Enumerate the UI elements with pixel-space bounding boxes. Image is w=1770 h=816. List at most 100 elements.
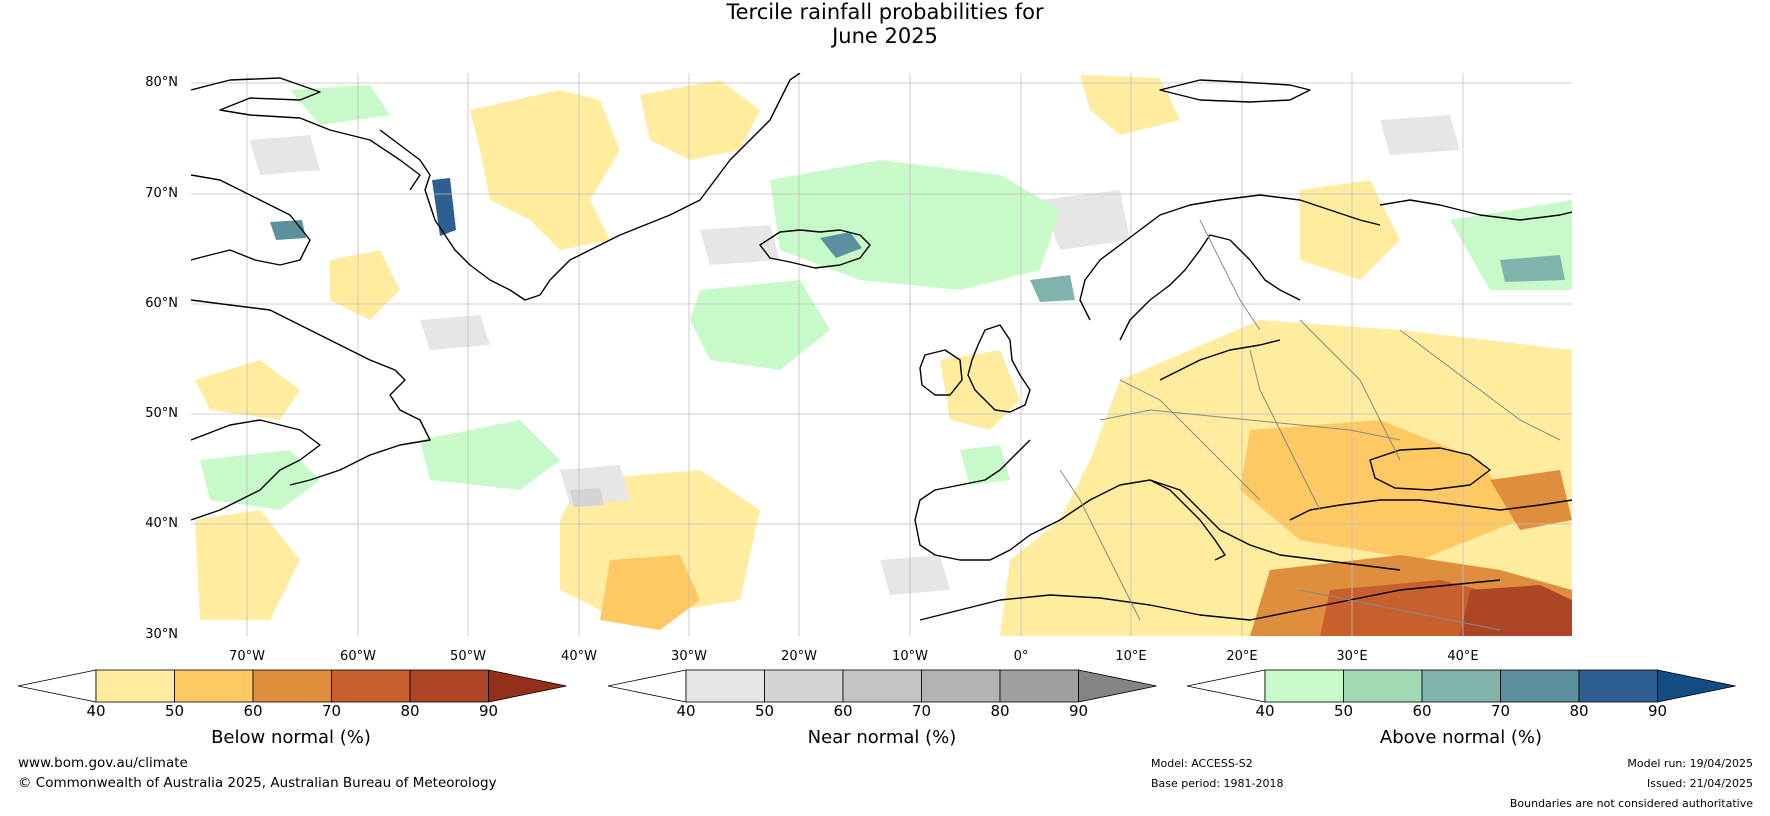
above-normal-colorbar-segment <box>1500 669 1580 703</box>
lat-label-80n: 80°N <box>145 75 178 90</box>
above-normal-colorbar-tick-label: 90 <box>1647 702 1668 720</box>
footer-base-period: Base period: 1981-2018 <box>1151 777 1284 790</box>
footer-model-run: Model run: 19/04/2025 <box>1627 757 1753 770</box>
coast-sweden-finland <box>1119 234 1301 341</box>
above-normal-colorbar-segment <box>1264 669 1344 703</box>
near-normal-colorbar-segment <box>764 669 844 703</box>
border-7 <box>1299 589 1501 631</box>
patch-near-5 <box>420 315 490 350</box>
near-normal-colorbar-tick-label: 90 <box>1068 702 1089 720</box>
near-normal-colorbar-tick-label: 60 <box>833 702 853 720</box>
patch-near-7 <box>880 555 950 595</box>
coast-europe-west <box>914 439 1031 561</box>
coast-italy <box>1149 479 1226 561</box>
lon-label-10w: 10°W <box>892 649 928 664</box>
below-normal-colorbar-under-triangle <box>17 669 97 703</box>
coast-greenland-east <box>549 73 801 281</box>
patch-below-greenland-sea <box>470 90 620 250</box>
footer-issued: Issued: 21/04/2025 <box>1646 777 1753 790</box>
below-normal-colorbar-tick-label: 80 <box>400 702 420 720</box>
patch-below-atlantic-orange <box>600 555 700 630</box>
patch-above-baffin-blue <box>270 220 306 240</box>
below-normal-colorbar-segment <box>174 669 254 703</box>
near-normal-colorbar-tick-label: 80 <box>990 702 1010 720</box>
coast-iceland <box>759 229 871 269</box>
patch-below-scandinavia <box>1300 180 1400 280</box>
coast-north-africa <box>919 579 1501 621</box>
below-normal-colorbar-segment <box>95 669 175 703</box>
lat-label-40n: 40°N <box>145 516 178 531</box>
patch-above-norway-teal <box>1030 275 1075 302</box>
below-normal-colorbar-segment <box>252 669 332 703</box>
coast-canada-arctic <box>191 77 421 191</box>
border-2 <box>1119 379 1261 501</box>
border-6 <box>1059 469 1141 621</box>
patch-below-balkans <box>1240 420 1520 560</box>
patch-near-1 <box>250 135 320 175</box>
near-normal-colorbar-tick-label: 40 <box>676 702 696 720</box>
near-normal-colorbar-under-triangle <box>607 669 687 703</box>
near-normal-colorbar-over-triangle <box>1078 669 1157 703</box>
lon-label-20e: 20°E <box>1226 649 1258 664</box>
title-line-1: Tercile rainfall probabilities for <box>726 0 1044 24</box>
border-8 <box>1199 219 1261 331</box>
coast-svalbard <box>1159 79 1311 103</box>
patch-below-davis <box>330 250 400 320</box>
near-normal-colorbar-tick-label: 50 <box>754 702 775 720</box>
patch-above-russia-teal <box>1500 255 1565 282</box>
colorbars <box>17 669 1736 703</box>
coast-baffin <box>191 174 311 266</box>
patch-above-west-atlantic <box>420 420 560 490</box>
lon-label-30w: 30°W <box>671 649 707 664</box>
lat-label-60n: 60°N <box>145 296 178 311</box>
lon-label-70w: 70°W <box>229 649 265 664</box>
footer-copyright: © Commonwealth of Australia 2025, Austra… <box>18 775 497 791</box>
lat-label-50n: 50°N <box>145 406 178 421</box>
patch-above-arctic <box>290 85 390 125</box>
above-normal-colorbar-segment <box>1578 669 1658 703</box>
gridlines <box>191 73 1572 636</box>
patch-above-norwegian-sea <box>770 160 1060 290</box>
border-4 <box>1299 319 1401 461</box>
patch-below-svalbard <box>1080 75 1180 135</box>
border-5 <box>1399 329 1561 441</box>
below-normal-colorbar-over-triangle <box>488 669 567 703</box>
lat-label-30n: 30°N <box>145 627 178 642</box>
coast-russia-arctic <box>1379 199 1572 221</box>
border-1 <box>1099 409 1401 441</box>
coastlines <box>191 73 1572 621</box>
patch-near-8 <box>1380 115 1460 155</box>
title-line-2: June 2025 <box>832 24 938 48</box>
lon-label-60w: 60°W <box>340 649 376 664</box>
below-normal-colorbar-tick-label: 50 <box>164 702 185 720</box>
border-3 <box>1249 349 1321 511</box>
above-normal-colorbar-segment <box>1343 669 1423 703</box>
below-normal-colorbar-tick-label: 60 <box>243 702 263 720</box>
near-normal-colorbar-tick-label: 70 <box>911 702 932 720</box>
footer-disclaimer: Boundaries are not considered authoritat… <box>1509 797 1753 810</box>
near-normal-colorbar-segment <box>999 669 1079 703</box>
below-normal-colorbar-tick-label: 40 <box>86 702 106 720</box>
patch-below-west-atlantic <box>195 510 300 620</box>
coast-british-isles <box>967 324 1031 413</box>
near-normal-colorbar-segment <box>685 669 765 703</box>
coast-norway <box>1079 194 1381 321</box>
footer-website: www.bom.gov.au/climate <box>18 755 188 771</box>
patch-near-3 <box>1040 190 1130 250</box>
below-normal-colorbar-tick-label: 90 <box>478 702 499 720</box>
patch-near-2 <box>700 225 780 265</box>
lat-label-70n: 70°N <box>145 186 178 201</box>
lon-label-0: 0° <box>1013 649 1029 664</box>
below-normal-colorbar-segment <box>331 669 411 703</box>
near-normal-colorbar-segment <box>842 669 922 703</box>
lon-label-40e: 40°E <box>1447 649 1479 664</box>
above-normal-colorbar-under-triangle <box>1186 669 1266 703</box>
colorbar-near-normal-title: Near normal (%) <box>807 727 957 748</box>
below-normal-colorbar-tick-label: 70 <box>321 702 342 720</box>
above-normal-colorbar-tick-label: 60 <box>1412 702 1432 720</box>
patch-below-labrador <box>195 360 300 420</box>
patch-below-north-atlantic <box>640 80 760 160</box>
coast-baltic <box>1159 339 1281 381</box>
below-normal-patches <box>195 75 1572 636</box>
chart-title: Tercile rainfall probabilities for June … <box>0 0 1770 48</box>
